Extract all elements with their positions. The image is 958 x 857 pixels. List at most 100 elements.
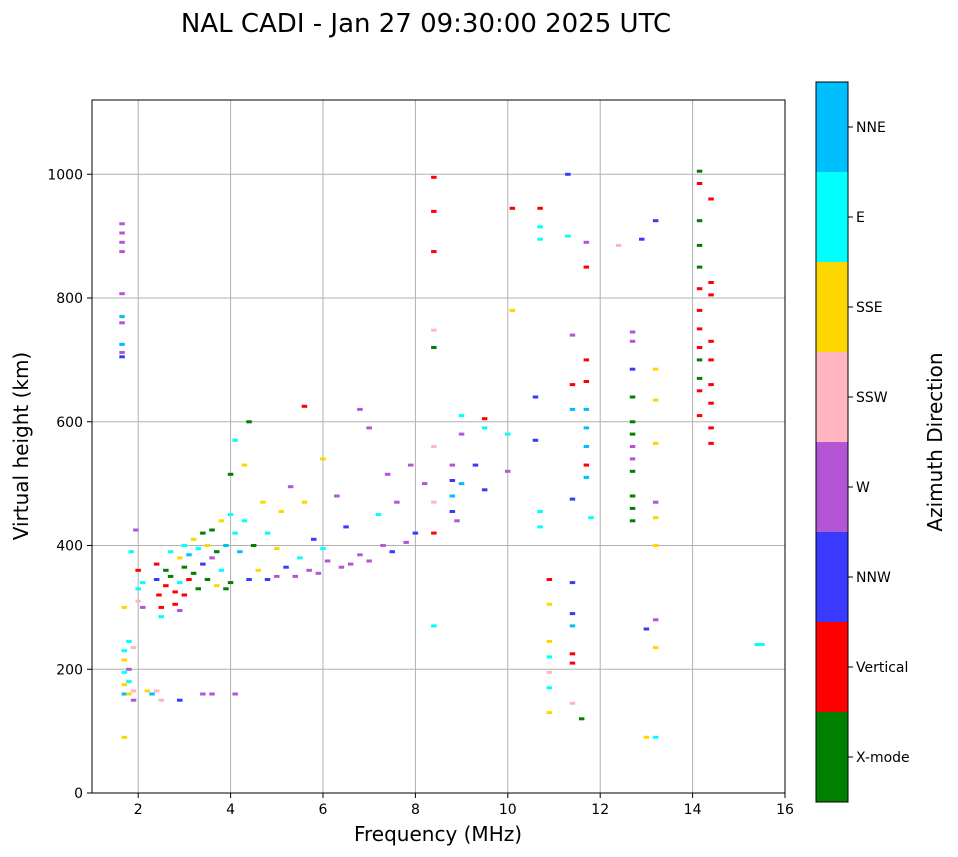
echo-point bbox=[218, 568, 225, 572]
echo-point bbox=[458, 432, 465, 436]
echo-point bbox=[357, 407, 363, 411]
echo-point bbox=[119, 231, 125, 235]
echo-point bbox=[565, 172, 571, 176]
echo-point bbox=[509, 308, 516, 312]
echo-point bbox=[532, 438, 539, 442]
echo-point bbox=[629, 330, 636, 334]
colorbar-segment bbox=[816, 82, 848, 172]
echo-point bbox=[629, 445, 636, 448]
echo-point bbox=[366, 559, 372, 563]
echo-point bbox=[158, 615, 164, 619]
echo-point bbox=[320, 457, 326, 461]
echo-point bbox=[264, 531, 271, 535]
echo-point bbox=[431, 346, 437, 349]
echo-point bbox=[126, 667, 132, 671]
echo-point bbox=[204, 544, 211, 547]
echo-point bbox=[403, 540, 409, 544]
echo-point bbox=[708, 401, 714, 405]
echo-point bbox=[366, 426, 372, 430]
echo-point bbox=[629, 395, 636, 399]
echo-point bbox=[537, 206, 543, 210]
echo-point bbox=[537, 225, 543, 229]
echo-point bbox=[431, 445, 437, 448]
echo-point bbox=[204, 578, 211, 581]
echo-point bbox=[454, 519, 460, 523]
echo-point bbox=[177, 556, 183, 560]
echo-point bbox=[177, 698, 183, 702]
echo-point bbox=[652, 441, 659, 445]
echo-point bbox=[264, 578, 271, 581]
colorbar: X-mode Vertical NNW W SSW SSE E NNE bbox=[815, 81, 910, 803]
echo-point bbox=[696, 414, 703, 418]
echo-point bbox=[227, 472, 234, 476]
echo-point bbox=[324, 559, 331, 563]
echo-point bbox=[144, 689, 151, 693]
echo-point bbox=[214, 550, 220, 554]
echo-point bbox=[629, 339, 636, 343]
echo-point bbox=[505, 432, 511, 436]
echo-point bbox=[449, 510, 456, 513]
echo-point bbox=[583, 265, 590, 269]
echo-point bbox=[119, 292, 125, 296]
echo-point bbox=[186, 553, 192, 557]
echo-point bbox=[384, 472, 391, 476]
echo-point bbox=[639, 237, 645, 241]
echo-point bbox=[119, 222, 125, 226]
colorbar-tick-label: SSE bbox=[856, 300, 883, 316]
echo-point bbox=[449, 494, 456, 498]
echo-point bbox=[121, 670, 128, 674]
echo-point bbox=[130, 689, 137, 693]
echo-point bbox=[615, 243, 622, 247]
plot-background bbox=[92, 100, 785, 793]
echo-point bbox=[255, 568, 261, 572]
x-tick-label: 2 bbox=[134, 802, 143, 818]
y-tick-label: 400 bbox=[56, 539, 83, 555]
echo-point bbox=[177, 581, 183, 585]
echo-point bbox=[130, 698, 137, 702]
echo-point bbox=[389, 550, 395, 554]
echo-point bbox=[696, 182, 703, 185]
echo-point bbox=[347, 562, 354, 566]
colorbar-segment bbox=[816, 442, 848, 532]
echo-point bbox=[458, 414, 465, 418]
echo-point bbox=[583, 407, 590, 411]
echo-point bbox=[696, 376, 703, 380]
echo-point bbox=[163, 584, 169, 588]
echo-point bbox=[569, 581, 576, 585]
echo-point bbox=[643, 627, 650, 631]
echo-point bbox=[135, 599, 141, 603]
x-axis-label: Frequency (MHz) bbox=[354, 822, 522, 846]
echo-point bbox=[652, 735, 659, 739]
echo-point bbox=[181, 565, 188, 569]
echo-point bbox=[546, 711, 553, 715]
echo-point bbox=[357, 553, 363, 557]
colorbar-tick-label: NNW bbox=[856, 570, 891, 586]
echo-point bbox=[583, 426, 590, 430]
echo-point bbox=[218, 519, 225, 523]
colorbar-tick-label: NNE bbox=[856, 120, 886, 136]
echo-point bbox=[652, 219, 659, 223]
x-tick-label: 14 bbox=[684, 802, 702, 818]
echo-point bbox=[181, 544, 188, 547]
echo-point bbox=[569, 612, 576, 616]
echo-point bbox=[537, 237, 543, 241]
echo-point bbox=[140, 605, 146, 609]
y-axis-ticks: 0 200 400 600 800 1000 bbox=[47, 167, 92, 802]
echo-point bbox=[708, 293, 714, 297]
echo-point bbox=[119, 250, 125, 254]
colorbar-segment bbox=[816, 262, 848, 352]
echo-point bbox=[569, 497, 576, 501]
echo-point bbox=[546, 670, 553, 674]
plot-frame bbox=[91, 99, 786, 794]
echo-point bbox=[278, 510, 285, 513]
echo-point bbox=[481, 426, 488, 430]
echo-point bbox=[696, 389, 703, 393]
echo-point bbox=[708, 339, 714, 343]
colorbar-tick-label: W bbox=[856, 480, 870, 496]
echo-point bbox=[214, 584, 220, 588]
echo-point bbox=[241, 519, 248, 523]
colorbar-segment bbox=[816, 172, 848, 262]
echo-point bbox=[227, 581, 234, 585]
echo-point bbox=[629, 494, 636, 498]
echo-point bbox=[260, 500, 266, 504]
